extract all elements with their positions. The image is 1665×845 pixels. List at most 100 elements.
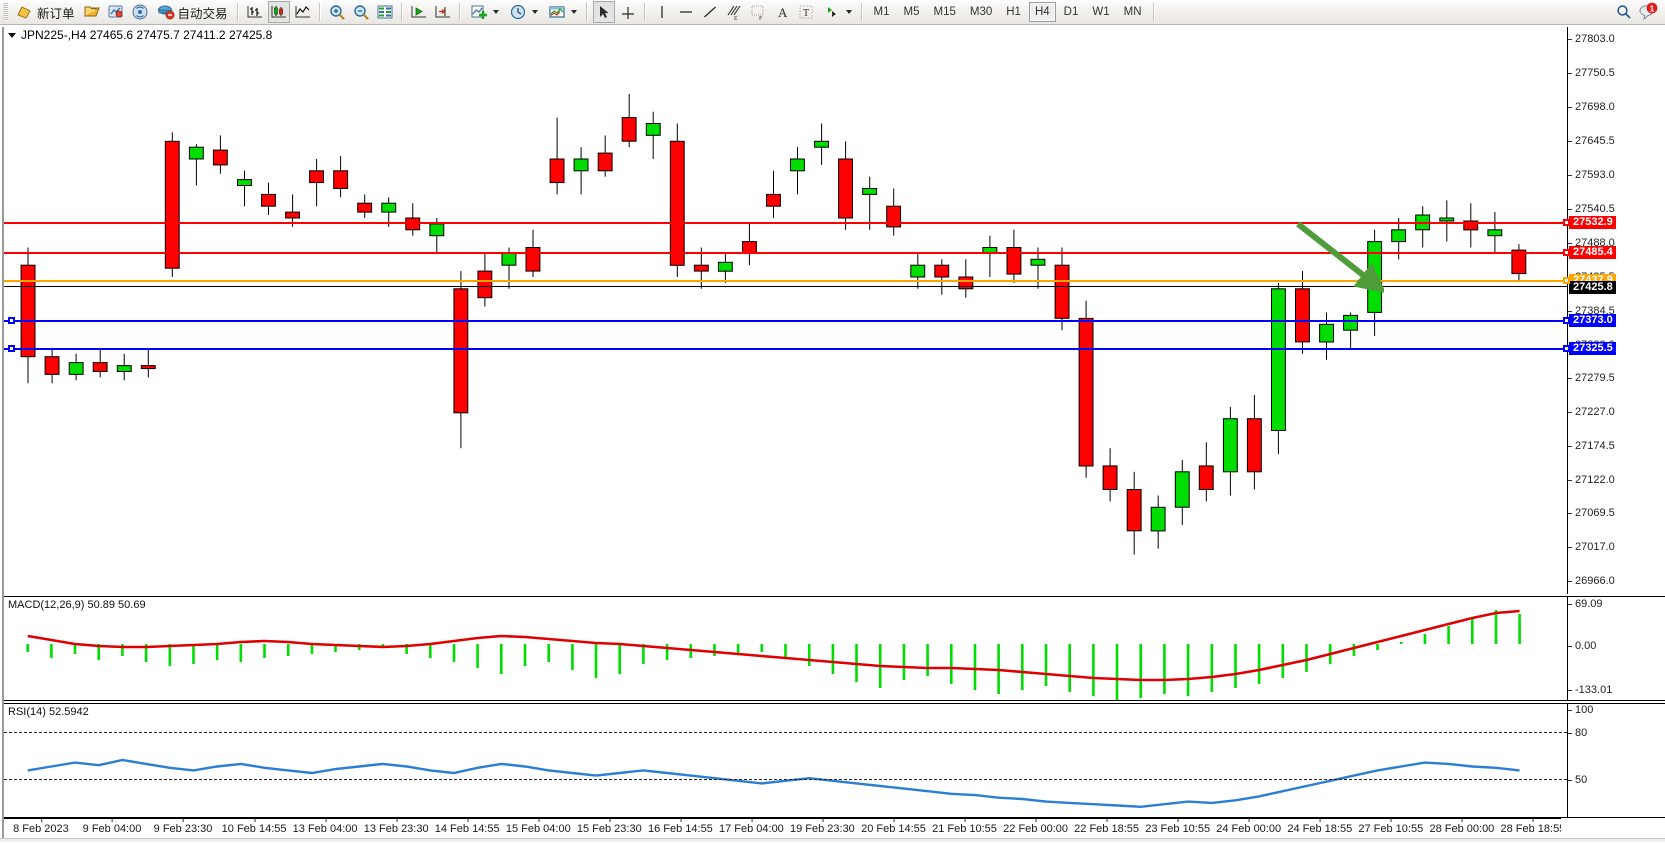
auto-scroll-button[interactable] bbox=[408, 1, 430, 23]
price-scale[interactable]: 27803.0 27750.5 27698.0 27645.5 27593.0 … bbox=[1567, 27, 1665, 594]
expert-advisor-icon bbox=[107, 3, 125, 21]
equidistant-channel-button[interactable]: F bbox=[747, 1, 769, 23]
crosshair-button[interactable] bbox=[617, 1, 639, 23]
level-handle-support-1[interactable] bbox=[1563, 317, 1570, 324]
level-line-pivot[interactable] bbox=[4, 280, 1567, 282]
templates-button[interactable] bbox=[544, 1, 581, 23]
level-handle-left-support-1[interactable] bbox=[8, 317, 15, 324]
horizontal-line-button[interactable] bbox=[675, 1, 697, 23]
zoom-in-button[interactable] bbox=[326, 1, 348, 23]
level-handle-resistance-1[interactable] bbox=[1563, 219, 1570, 226]
rsi-title: RSI(14) 52.5942 bbox=[8, 706, 89, 718]
zoom-out-button[interactable] bbox=[350, 1, 372, 23]
timeframe-h4[interactable]: H4 bbox=[1028, 2, 1056, 22]
bar-chart-button[interactable] bbox=[244, 1, 266, 23]
macd-tick: -133.01 bbox=[1568, 685, 1612, 696]
level-handle-support-2[interactable] bbox=[1563, 345, 1570, 352]
search-button[interactable] bbox=[1613, 1, 1635, 23]
level-tag-support-1[interactable]: 27373.0 bbox=[1569, 314, 1616, 327]
svg-text:E: E bbox=[734, 16, 738, 21]
toolbar-separator-6 bbox=[643, 3, 646, 21]
timeframe-mn[interactable]: MN bbox=[1123, 6, 1142, 18]
chart-menu-caret-icon[interactable] bbox=[8, 32, 16, 38]
rsi-plot[interactable] bbox=[4, 704, 1567, 817]
level-handle-pivot[interactable] bbox=[1563, 277, 1570, 284]
line-chart-button[interactable] bbox=[292, 1, 314, 23]
period-button[interactable] bbox=[505, 1, 542, 23]
data-window-button[interactable] bbox=[374, 1, 396, 23]
new-order-icon bbox=[16, 3, 34, 21]
rsi-level-80 bbox=[4, 732, 1567, 733]
expert-advisor-button[interactable] bbox=[105, 1, 127, 23]
period-caret-icon[interactable] bbox=[531, 10, 538, 14]
objects-button[interactable] bbox=[819, 1, 856, 23]
rsi-series bbox=[27, 758, 1520, 809]
timeframe-d1[interactable]: D1 bbox=[1063, 6, 1079, 18]
level-tag-support-2[interactable]: 27325.5 bbox=[1569, 342, 1616, 355]
time-tick-label: 17 Feb 04:00 bbox=[718, 818, 784, 835]
candlestick-chart-button[interactable] bbox=[267, 1, 290, 23]
macd-plot[interactable] bbox=[4, 597, 1567, 700]
time-tick-label: 21 Feb 10:55 bbox=[932, 818, 997, 835]
price-tick: 27384.5 bbox=[1568, 306, 1615, 317]
svg-text:T: T bbox=[803, 8, 809, 19]
chart-shift-button[interactable] bbox=[432, 1, 454, 23]
templates-icon bbox=[548, 3, 566, 21]
text-label-button[interactable]: A bbox=[771, 1, 793, 23]
text-button[interactable]: T bbox=[795, 1, 817, 23]
price-tick: 27698.0 bbox=[1568, 102, 1615, 113]
auto-trading-button[interactable]: 自动交易 bbox=[153, 1, 232, 23]
timeframe-m15[interactable]: M15 bbox=[933, 6, 956, 18]
rsi-tick: 100 bbox=[1568, 705, 1593, 716]
price-panel[interactable]: JPN225-,H4 27465.6 27475.7 27411.2 27425… bbox=[4, 27, 1665, 594]
level-handle-resistance-2[interactable] bbox=[1563, 249, 1570, 256]
chart-window[interactable]: JPN225-,H4 27465.6 27475.7 27411.2 27425… bbox=[2, 27, 1665, 845]
indicators-icon bbox=[470, 3, 488, 21]
timeframe-h1[interactable]: H1 bbox=[1006, 6, 1021, 18]
new-order-label: 新订单 bbox=[37, 6, 75, 21]
timeframe-m1[interactable]: M1 bbox=[873, 6, 890, 18]
time-tick-label: 14 Feb 14:55 bbox=[434, 818, 500, 835]
time-axis[interactable]: 8 Feb 2023 9 Feb 04:00 9 Feb 23:30 10 Feb 1… bbox=[4, 818, 1567, 840]
level-line-resistance-2[interactable] bbox=[4, 252, 1567, 254]
level-handle-left-support-2[interactable] bbox=[8, 345, 15, 352]
toolbar-separator-4 bbox=[458, 3, 461, 21]
templates-caret-icon[interactable] bbox=[570, 10, 577, 14]
timeframe-w1[interactable]: W1 bbox=[1092, 6, 1110, 18]
current-price-tag: 27425.8 bbox=[1569, 281, 1616, 294]
level-line-support-1[interactable] bbox=[4, 320, 1567, 322]
timeframe-m5[interactable]: M5 bbox=[903, 6, 920, 18]
indicators-button[interactable] bbox=[466, 1, 503, 23]
horizontal-line-icon bbox=[677, 3, 695, 21]
macd-scale[interactable]: 69.09 0.00 -133.01 bbox=[1567, 597, 1665, 700]
time-tick-label: 15 Feb 23:30 bbox=[576, 818, 642, 835]
level-tag-resistance-1[interactable]: 27532.9 bbox=[1569, 216, 1616, 229]
down-arrow-annotation[interactable] bbox=[1294, 220, 1384, 300]
folder-button[interactable] bbox=[81, 1, 103, 23]
toolbar-grip[interactable] bbox=[3, 3, 8, 21]
cursor-button[interactable] bbox=[592, 1, 615, 23]
fibonacci-button[interactable]: E bbox=[723, 1, 745, 23]
objects-caret-icon[interactable] bbox=[845, 10, 852, 14]
rsi-scale[interactable]: 100 80 50 15 0 bbox=[1567, 704, 1665, 845]
vertical-line-button[interactable] bbox=[651, 1, 673, 23]
chart-container[interactable]: JPN225-,H4 27465.6 27475.7 27411.2 27425… bbox=[0, 25, 1665, 845]
indicators-caret-icon[interactable] bbox=[492, 10, 499, 14]
time-tick-label: 9 Feb 04:00 bbox=[82, 818, 142, 835]
price-tick: 27017.0 bbox=[1568, 542, 1615, 553]
time-tick-label: 20 Feb 14:55 bbox=[861, 818, 926, 835]
level-tag-resistance-2[interactable]: 27485.4 bbox=[1569, 246, 1616, 259]
notifications-button[interactable]: 1 bbox=[1637, 1, 1659, 23]
trendline-button[interactable] bbox=[699, 1, 721, 23]
signals-button[interactable] bbox=[129, 1, 151, 23]
price-tick: 27227.0 bbox=[1568, 407, 1615, 418]
macd-panel[interactable]: MACD(12,26,9) 50.89 50.69 69.09 0.00 -13… bbox=[4, 596, 1665, 701]
price-plot[interactable] bbox=[4, 27, 1567, 594]
level-line-support-2[interactable] bbox=[4, 348, 1567, 350]
time-tick-label: 10 Feb 14:55 bbox=[221, 818, 287, 835]
timeframe-m30[interactable]: M30 bbox=[969, 6, 993, 18]
auto-scroll-icon bbox=[410, 3, 428, 21]
rsi-panel[interactable]: RSI(14) 52.5942 100 80 50 15 0 bbox=[4, 703, 1665, 845]
new-order-button[interactable]: 新订单 bbox=[12, 1, 79, 23]
level-line-resistance-1[interactable] bbox=[4, 222, 1567, 224]
